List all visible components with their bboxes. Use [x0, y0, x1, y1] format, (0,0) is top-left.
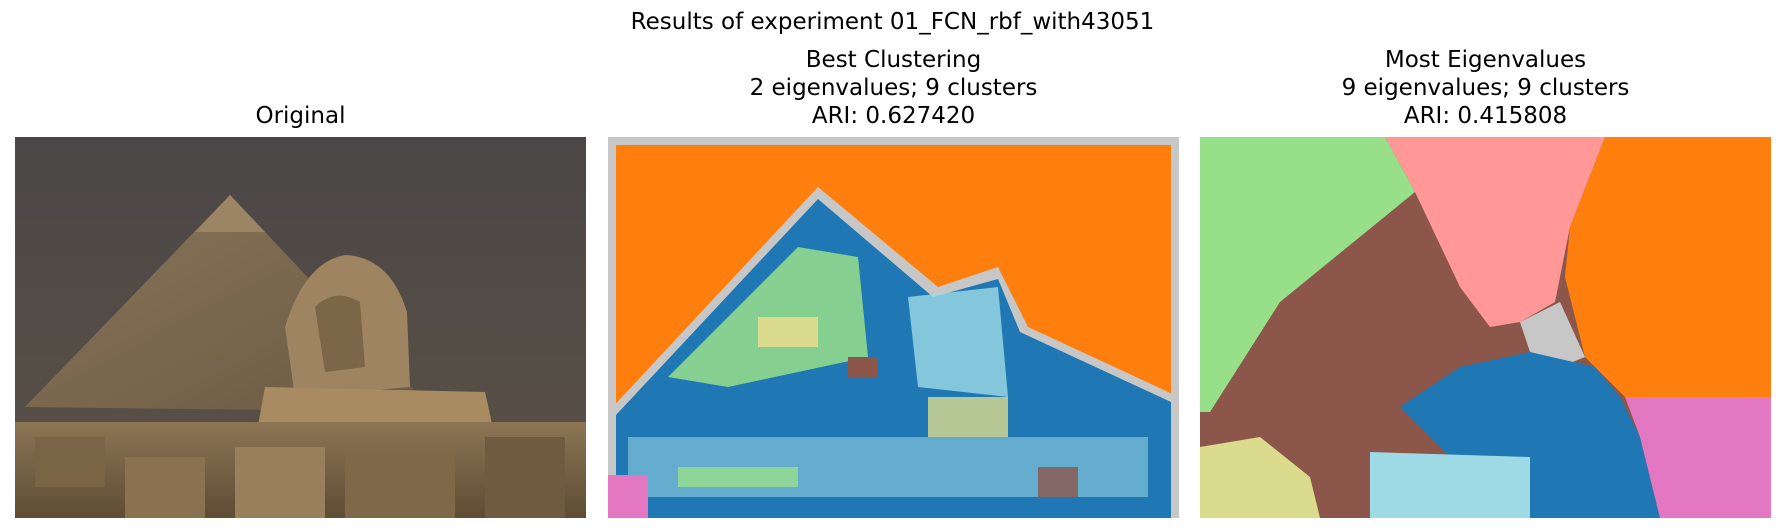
- figure-suptitle: Results of experiment 01_FCN_rbf_with430…: [630, 9, 1155, 35]
- panel-2-title-line-3: ARI: 0.627420: [811, 103, 976, 129]
- panel-1-title-line-1: Original: [255, 103, 346, 129]
- panel-3-title-line-3: ARI: 0.415808: [1403, 103, 1568, 129]
- panel-3-title: Most Eigenvalues 9 eigenvalues; 9 cluste…: [1200, 46, 1771, 130]
- panel-3-title-line-1: Most Eigenvalues: [1384, 47, 1587, 73]
- panel-2-title-line-1: Best Clustering: [805, 47, 982, 73]
- panel-3-title-line-2: 9 eigenvalues; 9 clusters: [1341, 75, 1630, 101]
- most-eigenvalues-map: [1200, 137, 1771, 518]
- panel-1-title: Original: [15, 102, 586, 130]
- panel-2-title: Best Clustering 2 eigenvalues; 9 cluster…: [608, 46, 1179, 130]
- original-image: [15, 137, 586, 518]
- panel-2-title-line-2: 2 eigenvalues; 9 clusters: [749, 75, 1038, 101]
- best-clustering-map: [608, 137, 1179, 518]
